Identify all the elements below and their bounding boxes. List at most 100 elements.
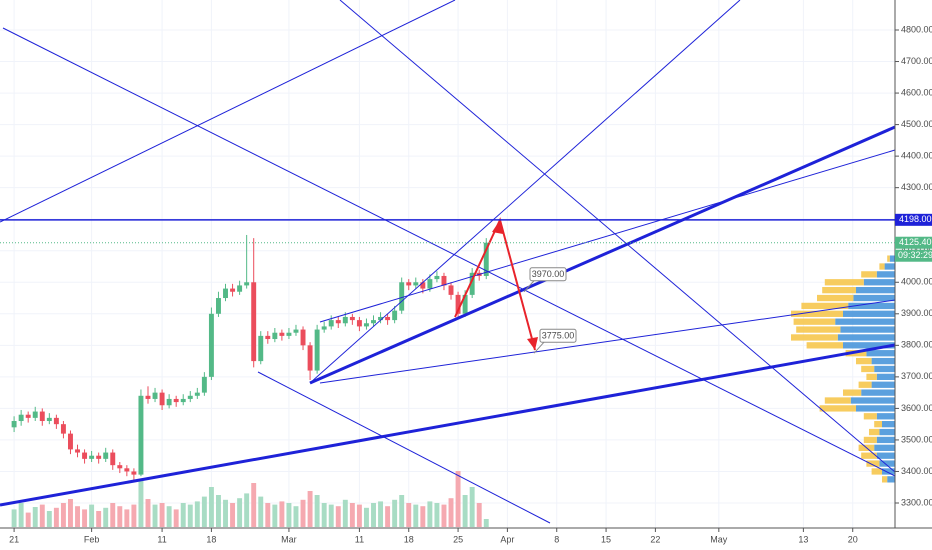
candle-body [286, 332, 292, 336]
x-tick-label: 22 [650, 534, 660, 544]
profile-sell [843, 389, 862, 396]
profile-buy [884, 263, 895, 270]
profile-sell [793, 318, 836, 325]
candle-body [166, 398, 172, 406]
y-tick-label: 4800.00 [901, 24, 932, 34]
callout-box [529, 267, 567, 282]
trendline [319, 149, 896, 323]
profile-buy [871, 381, 895, 388]
candle-body [483, 242, 489, 276]
volume-bar [32, 507, 38, 527]
volume-bar [166, 506, 172, 527]
candle-body [138, 395, 144, 475]
volume-bar [68, 499, 73, 527]
volume-bar [448, 498, 454, 527]
volume-bar [441, 504, 447, 527]
profile-buy [866, 350, 895, 357]
volume-bar [413, 504, 419, 527]
candle-body [448, 285, 454, 295]
volume-bar [328, 504, 334, 527]
y-tick-label: 3300.00 [901, 497, 932, 507]
candle-body [117, 465, 123, 469]
y-tick-label: 4700.00 [901, 56, 932, 66]
x-tick-label: 13 [798, 534, 808, 544]
volume-bar [237, 498, 243, 527]
candle-body [110, 452, 116, 466]
volume-bar [117, 506, 123, 527]
profile-buy [882, 468, 895, 475]
candle-body [321, 326, 327, 330]
profile-sell [866, 460, 880, 467]
volume-bar [378, 501, 384, 527]
y-tick-label: 3700.00 [901, 371, 932, 381]
profile-sell [863, 413, 877, 420]
volume-bar [385, 506, 391, 527]
candle-body [328, 320, 334, 327]
time-axis [0, 528, 932, 550]
volume-bar [208, 487, 214, 527]
x-tick-label: 11 [157, 534, 166, 544]
profile-buy [876, 413, 895, 420]
countdown-tag [895, 249, 932, 262]
profile-sell [817, 294, 854, 302]
candle-body [145, 395, 151, 399]
volume-bar [455, 471, 461, 527]
trendline [309, 0, 741, 384]
candle-body [265, 335, 271, 340]
trendline [2, 27, 896, 477]
x-tick-label: 11 [355, 534, 364, 544]
profile-buy [837, 334, 895, 341]
volume-bar [138, 479, 144, 527]
x-tick-label: May [710, 534, 728, 544]
profile-sell [887, 255, 890, 262]
candle-body [68, 433, 73, 450]
volume-bar [103, 507, 109, 527]
profile-sell [861, 365, 875, 373]
volume-bar [82, 509, 88, 527]
volume-bar [187, 504, 193, 527]
candle-body [103, 452, 109, 459]
volume-bar [124, 509, 130, 527]
candle-body [244, 282, 250, 286]
candle-body [194, 392, 200, 396]
profile-sell [869, 428, 880, 436]
volume-bar [75, 506, 80, 527]
candle-body [279, 332, 285, 336]
candle-body [455, 294, 461, 314]
candle-body [89, 455, 95, 459]
volume-bar [18, 503, 24, 527]
trendline [339, 0, 896, 473]
profile-buy [876, 373, 895, 381]
trendline [0, 0, 456, 223]
volume-bar [427, 501, 433, 527]
profile-buy [843, 342, 895, 349]
candle-body [251, 282, 257, 362]
x-tick-label: 18 [404, 534, 414, 544]
candles [11, 234, 489, 481]
candle-body [434, 275, 440, 280]
candle-body [342, 316, 348, 324]
candle-body [413, 282, 419, 286]
candle-body [293, 329, 299, 333]
candle-body [201, 376, 207, 393]
candle-body [208, 313, 214, 377]
trendline [319, 299, 896, 384]
candle-body [385, 316, 391, 321]
profile-sell [791, 310, 843, 317]
candle-body [272, 332, 278, 340]
profile-buy [853, 294, 895, 302]
volume-bar [46, 511, 52, 527]
labels: 4198.00 4125.40 09:32:29 3970.00 3775.00 [0, 213, 932, 354]
candle-body [223, 288, 228, 299]
price-tag [895, 236, 932, 249]
callout-label: 3970.00 [532, 269, 565, 279]
candle-body [371, 320, 376, 324]
candle-body [32, 411, 38, 418]
profile-buy [840, 326, 895, 333]
profile-sell [819, 405, 856, 412]
candle-body [356, 320, 362, 327]
volume-bar [349, 503, 355, 527]
candle-body [230, 288, 236, 292]
